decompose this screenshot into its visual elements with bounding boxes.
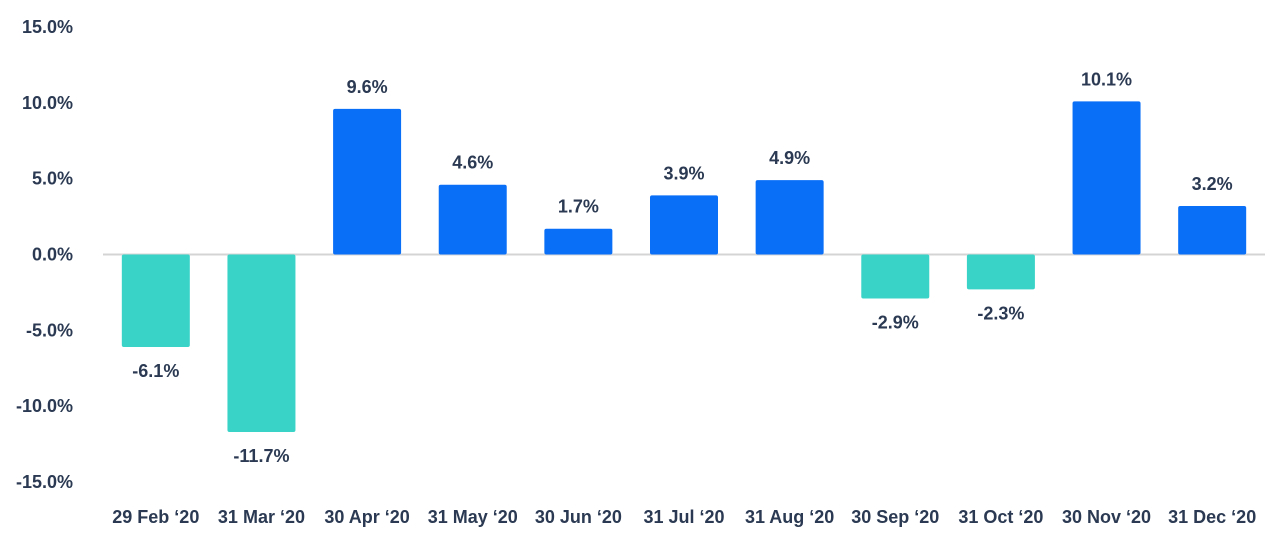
x-tick-label: 31 Oct ‘20: [958, 507, 1043, 527]
bar-data-label: 3.2%: [1192, 174, 1233, 194]
bar-data-label: -2.9%: [872, 312, 919, 332]
x-tick-label: 29 Feb ‘20: [112, 507, 199, 527]
x-axis-labels: 29 Feb ‘20 31 Mar ‘20 30 Apr ‘20 31 May ‘20…: [112, 507, 1256, 527]
x-tick-label: 31 Mar ‘20: [218, 507, 305, 527]
y-tick-label: -5.0%: [26, 320, 73, 340]
bar: [650, 195, 718, 255]
bar-data-label: 3.9%: [663, 163, 704, 183]
bar: [544, 228, 613, 255]
y-axis-ticks: 15.0% 10.0% 5.0% 0.0% -5.0% -10.0% -15.0%: [16, 17, 73, 492]
y-tick-label: 10.0%: [22, 93, 73, 113]
bar-data-label: 10.1%: [1081, 69, 1132, 89]
bar-data-label: 4.9%: [769, 148, 810, 168]
y-tick-label: 15.0%: [22, 17, 73, 37]
bar: [121, 254, 190, 348]
bar-data-label: -6.1%: [132, 361, 179, 381]
x-tick-label: 30 Sep ‘20: [851, 507, 939, 527]
y-tick-label: 0.0%: [32, 245, 73, 265]
bar: [966, 254, 1035, 290]
x-tick-label: 31 May ‘20: [428, 507, 518, 527]
bars-group: [121, 101, 1247, 432]
x-tick-label: 30 Jun ‘20: [535, 507, 622, 527]
x-tick-label: 31 Aug ‘20: [745, 507, 834, 527]
x-tick-label: 30 Nov ‘20: [1062, 507, 1151, 527]
bar: [1072, 101, 1141, 255]
bar-data-label: -11.7%: [233, 446, 289, 466]
x-tick-label: 31 Dec ‘20: [1168, 507, 1256, 527]
x-tick-label: 30 Apr ‘20: [324, 507, 409, 527]
bar: [227, 254, 296, 432]
bar: [861, 254, 930, 299]
bar-data-label: -2.3%: [977, 303, 1024, 323]
bar: [333, 108, 402, 255]
bar: [755, 180, 824, 255]
bar: [1178, 205, 1247, 255]
y-tick-label: 5.0%: [32, 169, 73, 189]
data-labels-group: -6.1% -11.7% 9.6% 4.6% 1.7% 3.9% 4.9% -2.9% -2.3…: [132, 69, 1232, 466]
y-tick-label: -15.0%: [16, 472, 73, 492]
y-tick-label: -10.0%: [16, 396, 73, 416]
bar-data-label: 4.6%: [452, 153, 493, 173]
bar-data-label: 9.6%: [347, 77, 388, 97]
bar-data-label: 1.7%: [558, 197, 599, 217]
x-tick-label: 31 Jul ‘20: [643, 507, 724, 527]
bar: [438, 184, 507, 255]
